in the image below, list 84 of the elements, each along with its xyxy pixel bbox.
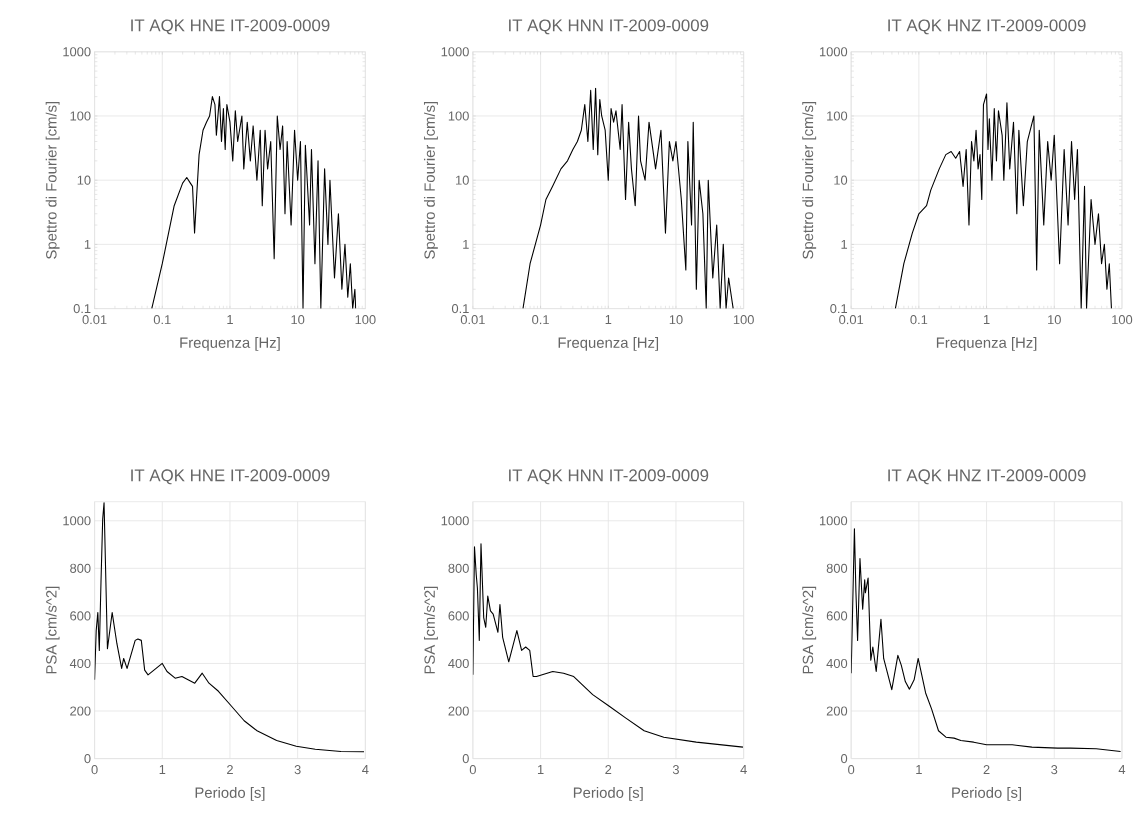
x-tick-label: 2 xyxy=(983,764,990,774)
y-tick-label: 0.1 xyxy=(830,303,848,314)
line-series xyxy=(851,528,1122,752)
y-tick-label: 1000 xyxy=(819,47,848,57)
y-tick-label: 1 xyxy=(84,239,91,249)
y-tick-label: 1000 xyxy=(819,516,848,526)
x-tick-label: 1 xyxy=(537,764,544,774)
y-tick-label: 0 xyxy=(462,753,469,763)
y-tick-label: 0.1 xyxy=(73,303,91,314)
y-tick-label: 800 xyxy=(826,563,848,573)
y-tick-label: 1000 xyxy=(63,47,91,57)
chart-title: IT AQK HNN IT-2009-0009 xyxy=(509,19,709,35)
y-axis-title: Spettro di Fourier [cm/s] xyxy=(45,101,60,259)
y-axis-title: PSA [cm/s^2] xyxy=(45,586,60,674)
x-tick-label: 3 xyxy=(1051,764,1058,775)
y-tick-label: 1000 xyxy=(63,516,91,526)
x-tick-label: 100 xyxy=(733,314,754,325)
y-tick-label: 1 xyxy=(463,239,469,249)
y-tick-label: 0 xyxy=(84,753,91,763)
y-axis-title: PSA [cm/s^2] xyxy=(423,586,438,674)
x-tick-label: 1 xyxy=(227,314,233,324)
y-axis-title: Spettro di Fourier [cm/s] xyxy=(423,101,438,259)
x-tick-label: 2 xyxy=(227,764,233,774)
x-tick-label: 0.01 xyxy=(82,314,107,325)
x-tick-label: 1 xyxy=(159,764,166,774)
chart-title: IT AQK HNE IT-2009-0009 xyxy=(131,19,330,35)
x-tick-label: 0 xyxy=(469,764,476,775)
y-tick-label: 600 xyxy=(448,611,469,621)
chart-title: IT AQK HNZ IT-2009-0009 xyxy=(888,19,1086,35)
y-axis-title: PSA [cm/s^2] xyxy=(802,586,817,674)
y-tick-label: 10 xyxy=(77,175,91,185)
x-tick-label: 0.01 xyxy=(839,314,864,325)
y-tick-label: 600 xyxy=(70,611,91,621)
y-tick-label: 800 xyxy=(70,563,91,573)
x-tick-label: 3 xyxy=(294,764,301,775)
x-tick-label: 0.1 xyxy=(910,314,928,325)
x-tick-label: 0 xyxy=(91,764,98,775)
x-axis-title: Frequenza [Hz] xyxy=(936,336,1037,351)
x-tick-label: 10 xyxy=(291,314,305,325)
x-tick-label: 1 xyxy=(605,314,612,324)
y-tick-label: 1000 xyxy=(441,47,469,57)
line-series xyxy=(94,501,365,753)
y-tick-label: 10 xyxy=(456,175,469,185)
y-tick-label: 600 xyxy=(826,611,848,621)
y-tick-label: 100 xyxy=(448,111,469,121)
x-axis-title: Periodo [s] xyxy=(952,786,1022,801)
y-tick-label: 1000 xyxy=(441,516,469,526)
y-tick-label: 0 xyxy=(840,753,848,763)
x-tick-label: 3 xyxy=(672,764,679,775)
y-tick-label: 400 xyxy=(69,658,91,668)
y-tick-label: 1 xyxy=(841,239,848,249)
y-tick-label: 800 xyxy=(448,563,469,573)
x-tick-label: 10 xyxy=(1048,314,1061,325)
x-tick-label: 10 xyxy=(669,314,683,325)
x-tick-label: 2 xyxy=(605,764,612,774)
y-tick-label: 100 xyxy=(827,111,848,121)
x-axis-title: Frequenza [Hz] xyxy=(558,336,659,351)
x-tick-label: 0.1 xyxy=(153,314,171,325)
x-tick-label: 4 xyxy=(362,764,369,774)
y-tick-label: 200 xyxy=(70,706,91,716)
x-tick-label: 4 xyxy=(1118,764,1126,774)
x-tick-label: 100 xyxy=(1112,314,1133,325)
x-tick-label: 0 xyxy=(848,764,855,775)
x-axis-title: Frequenza [Hz] xyxy=(180,336,280,351)
y-tick-label: 10 xyxy=(834,175,848,185)
x-tick-label: 4 xyxy=(740,764,747,774)
line-series xyxy=(472,543,744,748)
y-tick-label: 0.1 xyxy=(451,303,469,314)
x-tick-label: 0.01 xyxy=(460,314,485,325)
x-tick-label: 1 xyxy=(983,314,990,324)
x-tick-label: 0.1 xyxy=(532,314,549,325)
y-tick-label: 400 xyxy=(826,658,848,668)
y-tick-label: 100 xyxy=(70,111,91,121)
chart-title: IT AQK HNN IT-2009-0009 xyxy=(509,469,709,485)
y-tick-label: 400 xyxy=(448,658,469,668)
x-tick-label: 100 xyxy=(355,314,376,325)
x-axis-title: Periodo [s] xyxy=(195,786,265,801)
x-tick-label: 1 xyxy=(916,764,922,774)
chart-title: IT AQK HNZ IT-2009-0009 xyxy=(888,469,1086,485)
y-axis-title: Spettro di Fourier [cm/s] xyxy=(802,101,817,259)
y-tick-label: 200 xyxy=(448,706,469,716)
y-tick-label: 200 xyxy=(826,706,848,716)
chart-title: IT AQK HNE IT-2009-0009 xyxy=(131,469,330,485)
x-axis-title: Periodo [s] xyxy=(573,786,643,801)
